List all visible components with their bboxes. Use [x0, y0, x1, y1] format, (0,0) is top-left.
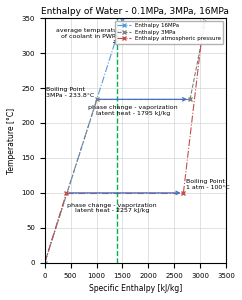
Text: Boiling Point
3MPa - 233.8°C: Boiling Point 3MPa - 233.8°C [46, 87, 95, 98]
Y-axis label: Temperature [°C]: Temperature [°C] [7, 107, 16, 173]
Text: Boiling Point
1 atm - 100°C: Boiling Point 1 atm - 100°C [186, 179, 229, 190]
Text: phase change - vaporization
latent heat - 2257 kJ/kg: phase change - vaporization latent heat … [67, 202, 157, 213]
Legend: Enthalpy 16MPa, Enthalpy 3MPa, Enthalpy atmospheric pressure: Enthalpy 16MPa, Enthalpy 3MPa, Enthalpy … [114, 21, 223, 44]
X-axis label: Specific Enthalpy [kJ/kg]: Specific Enthalpy [kJ/kg] [89, 284, 182, 293]
Text: phase change - vaporization
latent heat - 1795 kJ/kg: phase change - vaporization latent heat … [88, 105, 178, 116]
Text: average temperature
of coolant in PWRs: average temperature of coolant in PWRs [56, 28, 124, 43]
Title: Enthalpy of Water - 0.1MPa, 3MPa, 16MPa: Enthalpy of Water - 0.1MPa, 3MPa, 16MPa [41, 7, 229, 16]
